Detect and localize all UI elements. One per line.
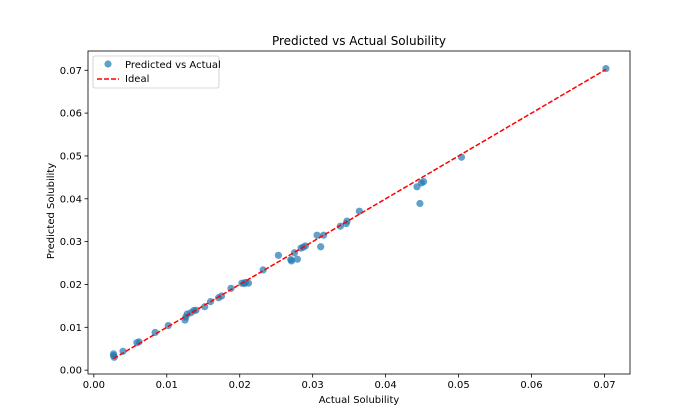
- y-tick-label: 0.04: [60, 194, 82, 205]
- y-tick-label: 0.06: [60, 109, 82, 120]
- data-point: [317, 243, 325, 251]
- x-tick-label: 0.03: [302, 380, 324, 391]
- legend-box: [92, 55, 220, 89]
- legend-label-scatter: Predicted vs Actual: [125, 60, 221, 71]
- x-tick-label: 0.06: [520, 380, 542, 391]
- data-point: [201, 303, 209, 311]
- data-point: [135, 338, 143, 346]
- data-point: [355, 207, 363, 215]
- x-tick-label: 0.02: [229, 380, 251, 391]
- ideal-line: [113, 68, 607, 360]
- x-tick-label: 0.01: [156, 380, 178, 391]
- y-tick-label: 0.00: [60, 366, 82, 377]
- y-tick-label: 0.07: [60, 66, 82, 77]
- y-tick-label: 0.01: [60, 323, 82, 334]
- data-point: [313, 231, 321, 239]
- y-tick-label: 0.05: [60, 151, 82, 162]
- legend-label-ideal: Ideal: [125, 74, 149, 85]
- plot-frame: [87, 50, 631, 375]
- data-point: [287, 257, 296, 265]
- data-point: [119, 347, 127, 355]
- chart-title: Predicted vs Actual Solubility: [272, 34, 446, 48]
- legend: Predicted vs Actual Ideal: [92, 55, 221, 89]
- data-point: [151, 328, 159, 337]
- y-tick-label: 0.03: [60, 237, 82, 248]
- data-point: [419, 178, 428, 186]
- data-point: [320, 231, 328, 239]
- x-tick-label: 0.05: [447, 380, 469, 391]
- data-point: [301, 242, 309, 250]
- legend-marker-scatter: [104, 60, 112, 68]
- y-tick-label: 0.02: [60, 280, 82, 291]
- x-tick-label: 0.04: [374, 380, 396, 391]
- x-tick-label: 0.07: [593, 380, 615, 391]
- data-point: [293, 255, 301, 263]
- data-point: [416, 199, 424, 208]
- x-tick-label: 0.00: [83, 380, 105, 391]
- data-point: [274, 251, 282, 259]
- y-axis-label: Predicted Solubility: [46, 163, 57, 259]
- data-point: [244, 279, 253, 287]
- x-axis-label: Actual Solubility: [319, 395, 400, 406]
